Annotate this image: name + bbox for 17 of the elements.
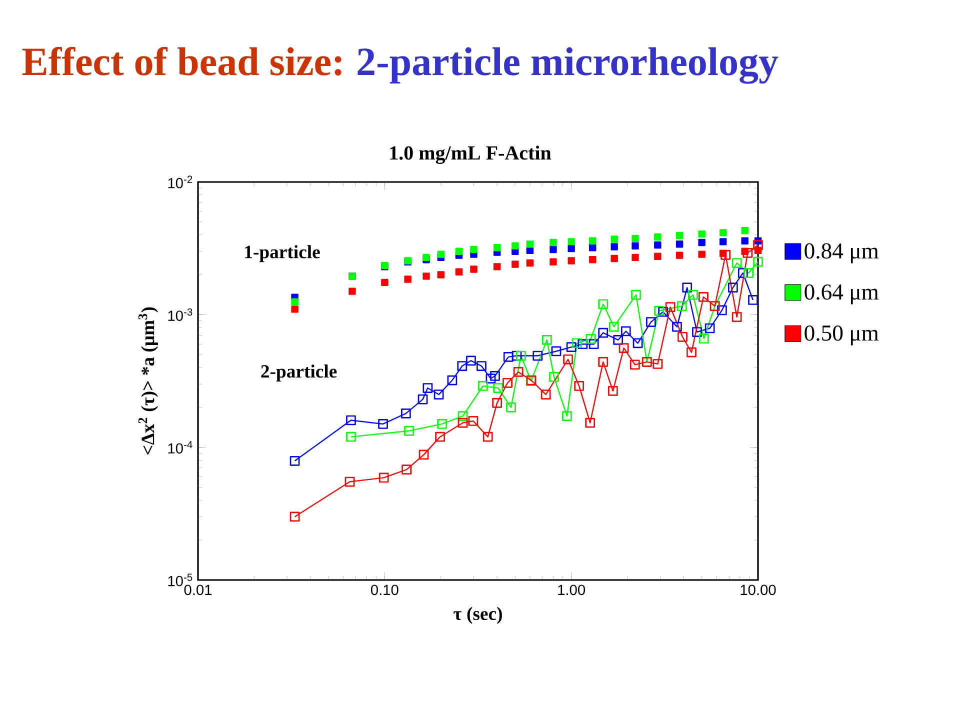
text: 1.0 mg/mL F-Actin <box>390 146 552 164</box>
legend-label: 0.84 μm <box>804 243 879 264</box>
y-tick-label: 10$^{-2}$ <box>168 176 192 188</box>
annotation: 1-particle <box>245 245 320 262</box>
y-axis-title: <Δx$^{2}$ (τ)> *a (μm$^{3}$) <box>138 307 158 455</box>
y-tick-label: 10$^{-4}$ <box>168 441 192 454</box>
chart-title: Effect of bead size: <box>22 46 342 76</box>
x-tick-label: 1.00 <box>558 584 586 596</box>
annotation: 2-particle <box>261 364 337 382</box>
x-tick-label: 0.01 <box>184 584 212 596</box>
legend-label: 0.64 μm <box>804 284 879 304</box>
x-axis-title: τ (sec) <box>454 606 502 624</box>
legend-label: 0.50 μm <box>804 325 879 346</box>
x-tick-label: 0.10 <box>370 584 398 596</box>
x-tick-label: 10.00 <box>740 584 776 596</box>
y-tick-label: 10$^{-3}$ <box>168 308 192 321</box>
chart-subtitle: 2-particle microrheology <box>358 47 778 84</box>
